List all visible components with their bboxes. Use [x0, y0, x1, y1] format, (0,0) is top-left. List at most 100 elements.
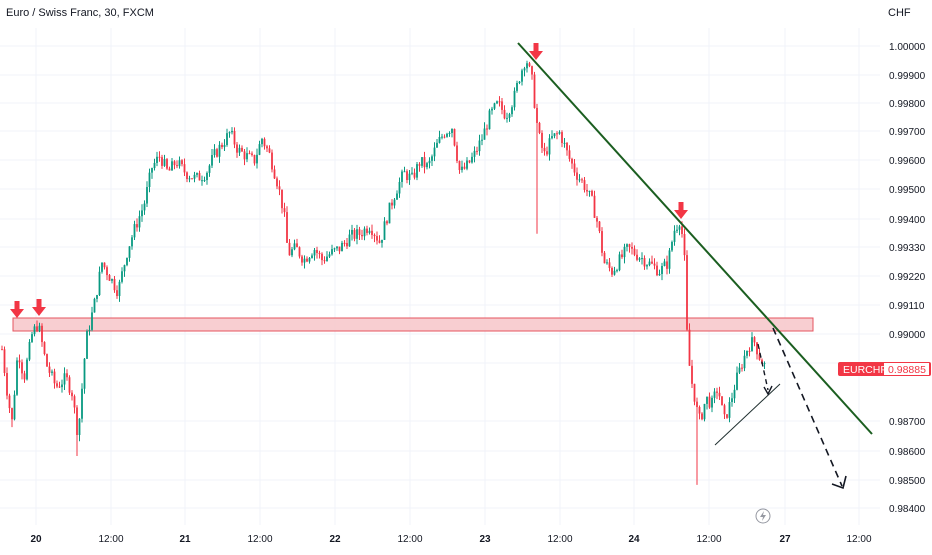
candle-down [693, 383, 696, 402]
candle-up [208, 165, 211, 173]
candle-down [236, 144, 238, 153]
candle-up [383, 221, 386, 240]
candle-down [631, 246, 633, 249]
candle-up [408, 173, 411, 181]
candle-up [118, 281, 121, 297]
candle-down [3, 349, 6, 373]
down-arrow-icon [10, 301, 24, 318]
time-tick-label: 12:00 [547, 534, 572, 545]
projection-arrowhead-small [763, 385, 773, 396]
candle-up [511, 107, 513, 115]
candle-down [501, 101, 503, 110]
candle-down [683, 233, 686, 256]
grid [0, 28, 880, 525]
candle-up [38, 325, 41, 331]
candle-up [261, 138, 263, 145]
candle-down [161, 157, 163, 166]
candle-down [68, 377, 71, 393]
candle-up [553, 133, 556, 137]
candle-up [743, 355, 746, 369]
candle-up [461, 166, 463, 171]
candle-up [203, 180, 206, 182]
candle-down [11, 408, 13, 420]
candle-up [196, 173, 198, 175]
annotations [10, 42, 873, 490]
candle-up [61, 384, 63, 388]
candle-up [623, 246, 626, 258]
candle-down [338, 246, 341, 252]
candles [1, 60, 766, 485]
candle-down [103, 262, 106, 268]
current-price-label: EURCHF 0.98885 [838, 362, 931, 376]
support-trendline [714, 383, 781, 446]
time-tick-label: 12:00 [247, 534, 272, 545]
lightning-icon[interactable] [755, 508, 771, 524]
candle-down [628, 244, 631, 247]
candle-up [141, 210, 143, 217]
candle-up [483, 128, 486, 140]
candle-up [138, 216, 141, 228]
candle-down [696, 401, 698, 408]
candle-down [48, 366, 51, 373]
price-tick-label: 0.99800 [889, 99, 926, 110]
candle-up [163, 159, 166, 166]
candle-down [636, 254, 638, 260]
candle-down [113, 278, 116, 291]
candle-down [691, 365, 693, 384]
candle-up [441, 136, 443, 138]
candle-up [351, 229, 353, 235]
price-axis[interactable]: 1.00000 0.99900 0.99800 0.99700 0.99600 0.995… [889, 42, 926, 515]
candle-up [31, 334, 33, 342]
candle-up [428, 160, 431, 164]
candle-down [603, 252, 606, 264]
time-axis[interactable]: 20 12:00 21 12:00 22 12:00 23 12:00 24 12:00 27 12:… [30, 534, 872, 545]
candle-up [341, 242, 343, 252]
candle-down [43, 342, 46, 355]
candle-up [448, 132, 451, 134]
resistance-zone-layer [12, 317, 814, 332]
candle-up [523, 68, 526, 71]
candle-down [723, 405, 726, 415]
candle-down [36, 326, 38, 331]
candle-down [531, 66, 533, 75]
price-tick-label: 0.99220 [889, 272, 926, 283]
candle-up [328, 254, 331, 257]
candle-down [748, 350, 751, 352]
price-tick-label: 0.98600 [889, 447, 926, 458]
current-price-value: 0.98885 [888, 364, 926, 376]
price-tick-label: 0.98400 [889, 504, 926, 515]
candle-down [503, 109, 506, 119]
candle-down [361, 234, 363, 237]
price-tick-label: 0.99330 [889, 243, 926, 254]
candle-down [21, 362, 23, 374]
candle-up [421, 157, 423, 166]
candle-down [651, 261, 653, 264]
candle-up [368, 230, 371, 233]
candle-up [86, 331, 88, 359]
candle-down [576, 172, 578, 180]
time-tick-label: 22 [329, 534, 341, 545]
candle-up [81, 388, 83, 419]
candle-up [488, 110, 491, 130]
candle-down [263, 138, 266, 147]
candle-up [201, 180, 203, 182]
candle-up [88, 329, 91, 332]
candle-up [751, 337, 753, 352]
candle-up [171, 161, 173, 171]
candle-up [188, 178, 191, 180]
candle-down [423, 157, 426, 168]
price-tick-label: 0.99500 [889, 185, 926, 196]
candle-down [533, 74, 536, 108]
candle-down [76, 407, 78, 435]
candle-down [418, 164, 421, 166]
down-arrow-icon [32, 299, 46, 316]
candle-down [253, 155, 256, 164]
candle-up [403, 171, 406, 173]
price-tick-label: 0.99110 [889, 301, 925, 312]
candle-down [288, 242, 291, 256]
candle-up [703, 403, 706, 420]
candle-down [681, 226, 683, 234]
candle-up [728, 401, 731, 418]
